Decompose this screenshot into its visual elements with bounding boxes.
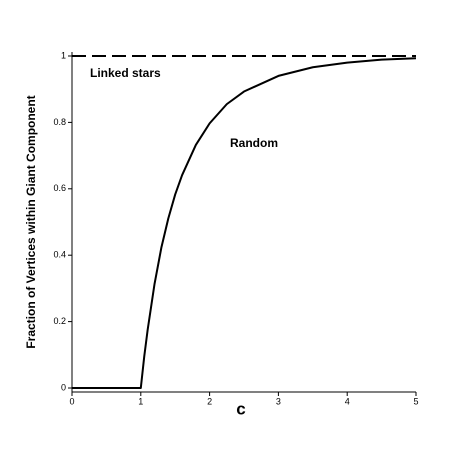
- y-tick-label: 0.6: [53, 183, 66, 193]
- line-series: [72, 57, 417, 390]
- y-tick-label: 1: [61, 50, 66, 60]
- series-label: Linked stars: [90, 66, 161, 80]
- y-tick-label: 0.4: [53, 250, 66, 260]
- x-tick-label: 5: [413, 396, 418, 406]
- x-tick-label: 1: [138, 396, 143, 406]
- x-tick-label: 2: [207, 396, 212, 406]
- y-tick-label: 0.8: [53, 117, 66, 127]
- x-axis-label: c: [236, 399, 245, 418]
- y-tick-label: 0: [61, 382, 66, 392]
- x-tick-label: 4: [345, 396, 350, 406]
- series-label: Random: [230, 136, 278, 150]
- x-tick-label: 3: [276, 396, 281, 406]
- y-tick-label: 0.2: [53, 316, 66, 326]
- x-tick-label: 0: [69, 396, 74, 406]
- y-axis-label: Fraction of Vertices within Giant Compon…: [24, 95, 38, 348]
